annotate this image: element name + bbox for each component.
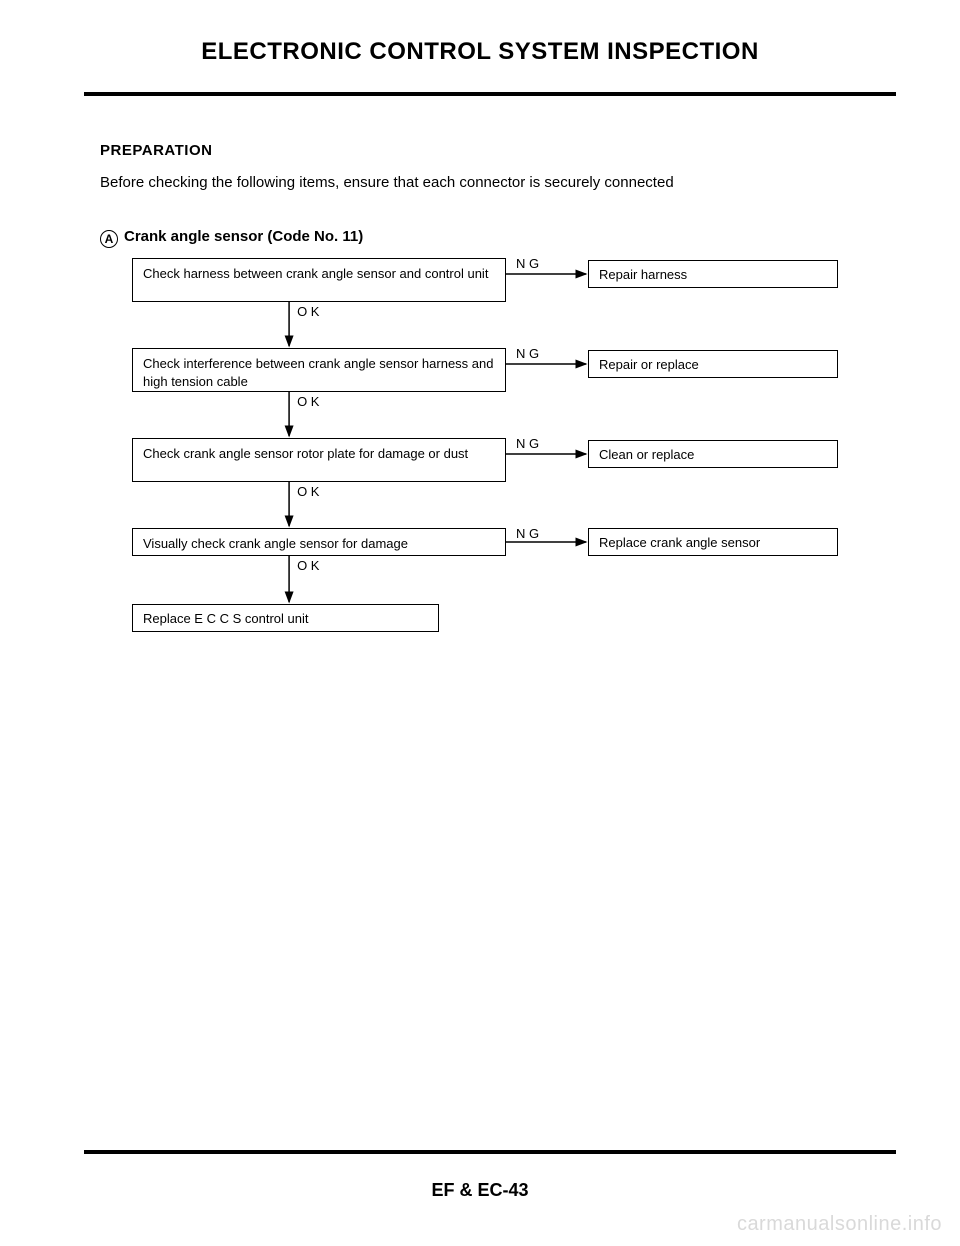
ok-label: O K (297, 304, 319, 319)
section-heading-text: Crank angle sensor (Code No. 11) (124, 228, 363, 245)
ng-label: N G (516, 346, 539, 361)
check-box: Check harness between crank angle sensor… (132, 258, 506, 302)
watermark: carmanualsonline.info (737, 1213, 942, 1236)
preparation-text: Before checking the following items, ens… (100, 174, 674, 191)
circle-a-icon: A (100, 230, 118, 248)
ng-label: N G (516, 256, 539, 271)
check-box: Visually check crank angle sensor for da… (132, 528, 506, 556)
action-box: Clean or replace (588, 440, 838, 468)
check-box: Check interference between crank angle s… (132, 348, 506, 392)
flowchart: Check harness between crank angle sensor… (118, 258, 888, 678)
ok-label: O K (297, 394, 319, 409)
preparation-heading: PREPARATION (100, 142, 212, 159)
action-text: Replace crank angle sensor (599, 535, 760, 550)
check-text: Visually check crank angle sensor for da… (143, 536, 408, 551)
final-box: Replace E C C S control unit (132, 604, 439, 632)
top-rule (84, 92, 896, 96)
ok-label: O K (297, 484, 319, 499)
check-text: Check harness between crank angle sensor… (143, 266, 488, 281)
ng-label: N G (516, 436, 539, 451)
page-footer: EF & EC-43 (0, 1180, 960, 1201)
section-heading: A Crank angle sensor (Code No. 11) (100, 228, 363, 248)
bottom-rule (84, 1150, 896, 1154)
action-box: Replace crank angle sensor (588, 528, 838, 556)
check-text: Check interference between crank angle s… (143, 356, 494, 389)
check-box: Check crank angle sensor rotor plate for… (132, 438, 506, 482)
ng-label: N G (516, 526, 539, 541)
check-text: Check crank angle sensor rotor plate for… (143, 446, 468, 461)
page-title: ELECTRONIC CONTROL SYSTEM INSPECTION (0, 38, 960, 66)
final-text: Replace E C C S control unit (143, 611, 308, 626)
action-text: Repair or replace (599, 357, 699, 372)
ok-label: O K (297, 558, 319, 573)
action-box: Repair or replace (588, 350, 838, 378)
action-text: Repair harness (599, 267, 687, 282)
action-text: Clean or replace (599, 447, 694, 462)
action-box: Repair harness (588, 260, 838, 288)
